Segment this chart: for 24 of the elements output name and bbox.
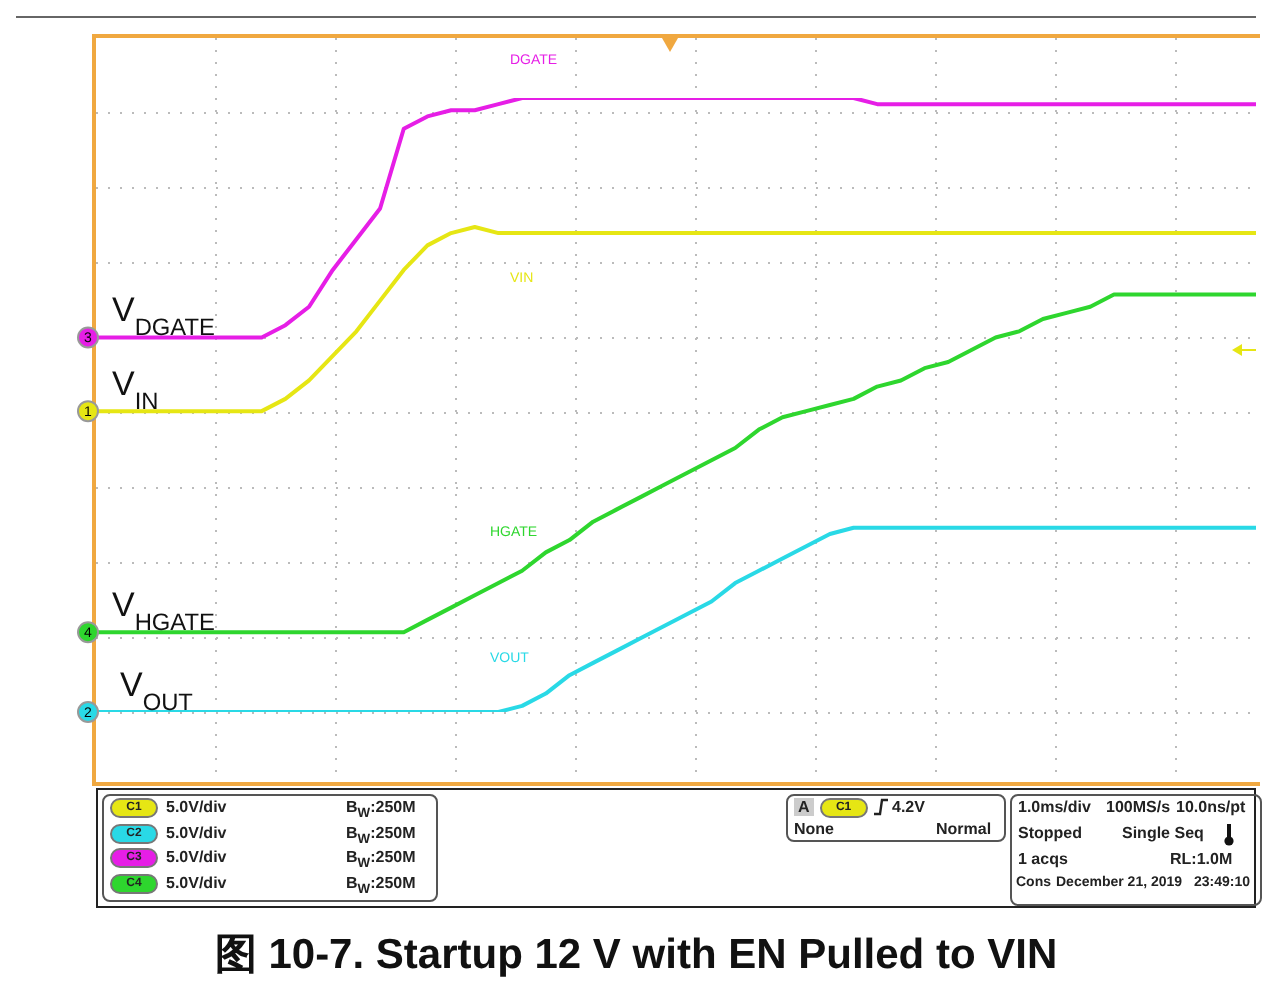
text: B$_{W}$:250M (346, 823, 416, 847)
text: Normal (936, 820, 992, 838)
text: None (794, 820, 834, 838)
text: B$_{W}$:250M (346, 798, 416, 822)
text: 100MS/s (1106, 798, 1171, 816)
text: 1 acqs (1018, 850, 1068, 868)
text: 5.0V/div (166, 873, 227, 892)
text: 10.0ns/pt (1176, 798, 1246, 816)
text: 1.0ms/div (1018, 798, 1091, 816)
text: 4.2V (892, 798, 925, 816)
text: 5.0V/div (166, 848, 227, 867)
legend-label: V$_{DGATE}$ (112, 291, 215, 342)
text: A (794, 798, 814, 817)
legend-label: V$_{IN}$ (112, 365, 159, 416)
legend-label: V$_{HGATE}$ (112, 586, 215, 637)
text: 图 10-7. Startup 12 V with EN Pulled to VIN (212, 930, 1060, 982)
text: B$_{W}$:250M (346, 848, 416, 872)
text: 5.0V/div (166, 823, 227, 842)
text: Stopped (1018, 824, 1082, 842)
text: Single Seq (1122, 824, 1204, 842)
text: RL:1.0M (1170, 850, 1233, 868)
text: B$_{W}$:250M (346, 873, 416, 897)
legend-label: V$_{OUT}$ (120, 666, 193, 716)
text: 5.0V/div (166, 798, 227, 817)
